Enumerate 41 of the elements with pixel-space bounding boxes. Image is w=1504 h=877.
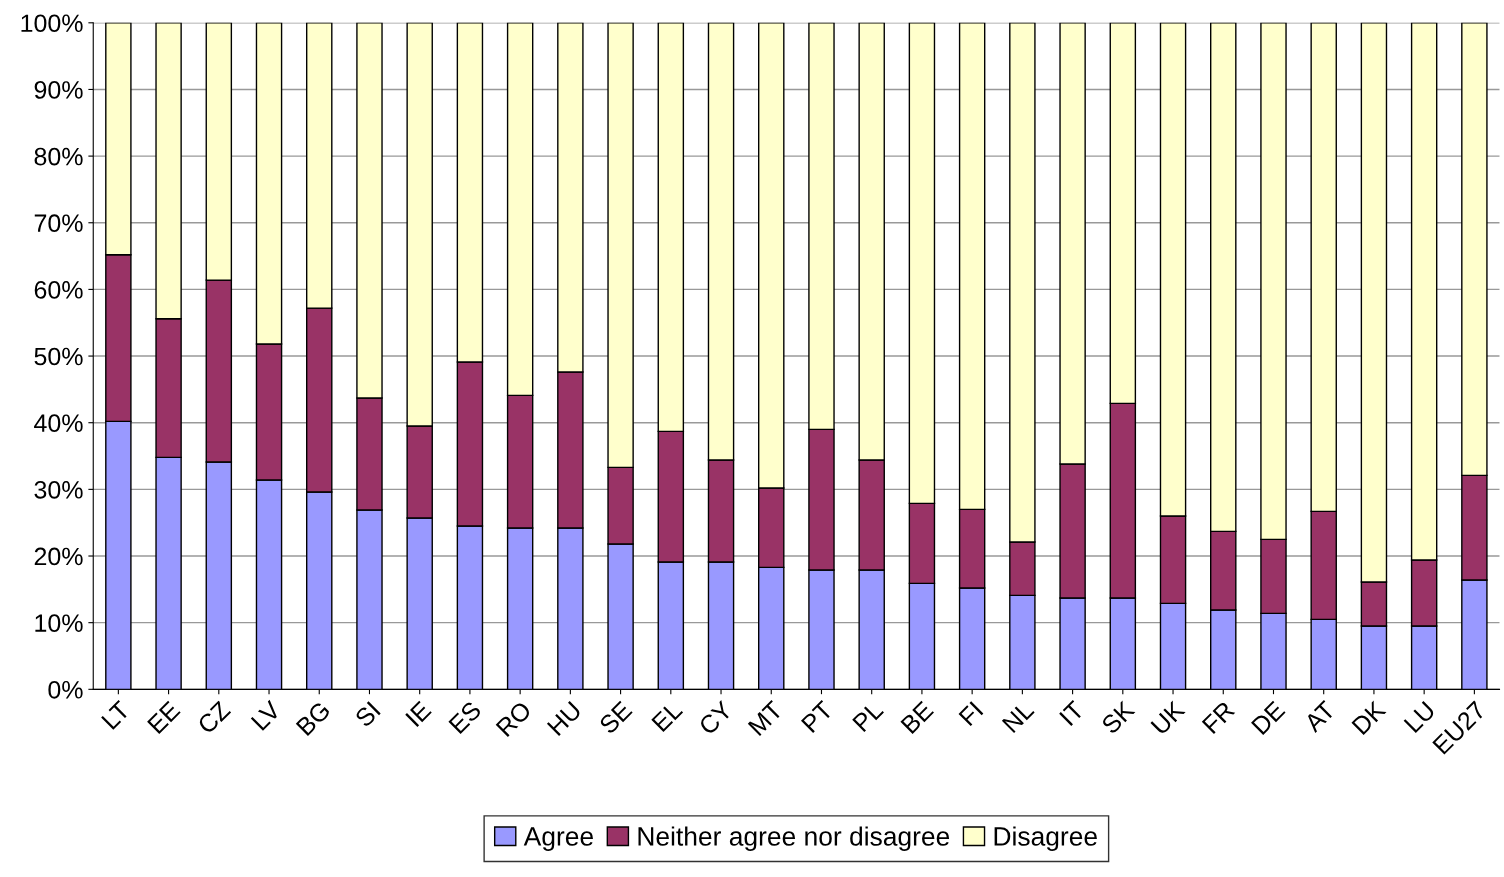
y-tick-label: 80% bbox=[34, 147, 83, 166]
x-tick-label: BG bbox=[295, 700, 331, 737]
x-tick-label: SE bbox=[598, 700, 633, 735]
x-tick-label: NL bbox=[1001, 700, 1035, 733]
x-tick-label: EE bbox=[147, 700, 181, 734]
x-tick-label: SK bbox=[1100, 699, 1136, 735]
y-tick-label: 10% bbox=[35, 614, 83, 632]
x-tick-label: PT bbox=[800, 700, 834, 733]
x-tick-label: ES bbox=[448, 700, 483, 735]
x-tick-label: MT bbox=[747, 700, 784, 736]
x-tick-label: FR bbox=[1201, 700, 1236, 734]
x-tick-label: DK bbox=[1351, 699, 1387, 735]
x-tick-label: SI bbox=[354, 701, 381, 728]
x-tick-label: CZ bbox=[196, 700, 232, 735]
x-tick-label: LV bbox=[250, 699, 282, 731]
x-tick-label: IE bbox=[405, 700, 432, 727]
y-tick-label: 0% bbox=[48, 680, 83, 699]
legend-label: Disagree bbox=[994, 826, 1097, 851]
x-tick-label: LU bbox=[1403, 701, 1436, 734]
x-tick-label: LT bbox=[101, 700, 131, 730]
legend-label: Neither agree nor disagree bbox=[638, 826, 950, 851]
y-tick-label: 60% bbox=[34, 281, 83, 299]
x-tick-label: BE bbox=[900, 700, 934, 734]
y-tick-label: 20% bbox=[34, 547, 83, 566]
y-tick-label: 90% bbox=[34, 81, 83, 99]
y-tick-label: 50% bbox=[34, 347, 83, 366]
y-tick-label: 30% bbox=[34, 480, 83, 499]
y-tick-label: 40% bbox=[34, 414, 83, 433]
x-tick-label: FI bbox=[958, 701, 984, 727]
y-tick-label: 100% bbox=[21, 14, 83, 33]
x-tick-label: HU bbox=[546, 701, 582, 737]
x-tick-label: UK bbox=[1150, 699, 1186, 736]
x-tick-label: RO bbox=[495, 700, 533, 738]
x-tick-label: AT bbox=[1303, 700, 1337, 734]
y-tick-label: 70% bbox=[34, 214, 83, 233]
x-tick-label: PL bbox=[852, 700, 884, 733]
x-tick-label: EL bbox=[651, 700, 684, 733]
x-tick-label: DE bbox=[1251, 700, 1286, 735]
x-tick-label: IT bbox=[1059, 700, 1085, 726]
legend-label: Agree bbox=[523, 827, 593, 851]
x-tick-label: CY bbox=[697, 699, 734, 736]
